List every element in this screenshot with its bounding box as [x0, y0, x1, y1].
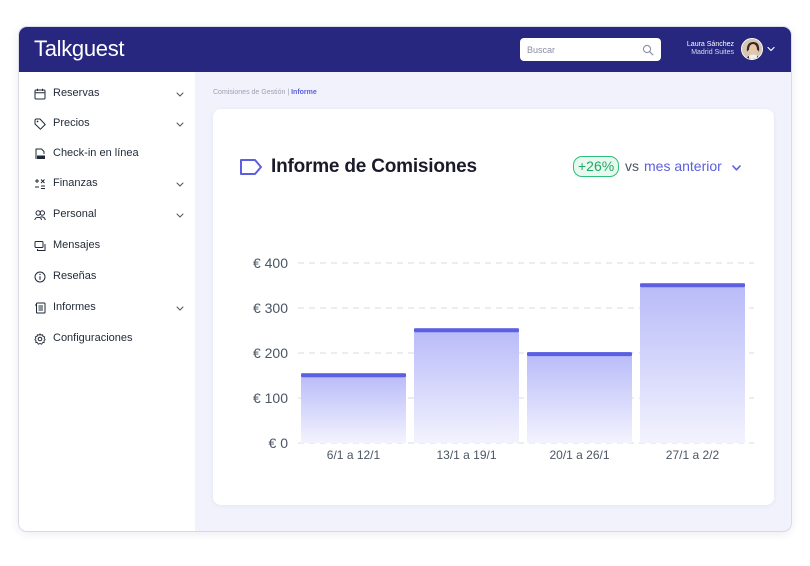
search-icon[interactable] [642, 44, 654, 56]
sidebar-item-label: Personal [53, 208, 97, 220]
sidebar-item-precios[interactable]: Precios [19, 113, 195, 135]
sidebar-item-resenas[interactable]: Reseñas [19, 266, 195, 288]
sidebar-item-personal[interactable]: Personal [19, 204, 195, 226]
vs-label: vs [625, 158, 639, 174]
sidebar-item-label: Check-in en línea [53, 147, 139, 159]
avatar[interactable] [741, 38, 763, 60]
breadcrumb-separator: | [285, 89, 292, 96]
sidebar-item-configuraciones[interactable]: Configuraciones [19, 328, 195, 350]
x-tick-label: 6/1 a 12/1 [327, 448, 381, 462]
sidebar-item-reservas[interactable]: Reservas [19, 83, 195, 105]
sidebar-item-label: Reservas [53, 87, 100, 99]
gear-icon [34, 333, 46, 345]
breadcrumb-current: Informe [291, 89, 317, 96]
chevron-down-icon [176, 213, 184, 218]
chevron-down-icon [176, 306, 184, 311]
sidebar-item-label: Mensajes [53, 239, 101, 251]
avatar-photo-icon [742, 39, 762, 59]
bar-top-cap [640, 283, 745, 288]
sidebar: Reservas Precios Check-in en línea [19, 72, 195, 531]
bar[interactable] [414, 328, 519, 443]
sidebar-item-informes[interactable]: Informes [19, 297, 195, 319]
brand-logo[interactable]: Talkguest [34, 36, 125, 61]
sidebar-item-label: Configuraciones [53, 332, 133, 344]
bar[interactable] [301, 373, 406, 443]
bar[interactable] [640, 283, 745, 443]
sidebar-item-finanzas[interactable]: Finanzas [19, 173, 195, 195]
delta-badge: +26% [573, 156, 620, 177]
report-icon [35, 302, 46, 314]
sidebar-item-label: Finanzas [53, 177, 98, 189]
tag-icon [34, 118, 46, 130]
top-bar: Talkguest Laura Sánchez Madrid Suites [19, 27, 791, 72]
report-card: Informe de Comisiones +26% vs mes anteri… [213, 109, 774, 505]
y-tick-label: € 0 [269, 435, 289, 451]
sidebar-item-label: Reseñas [53, 270, 97, 282]
chevron-down-icon [176, 92, 184, 97]
x-tick-label: 20/1 a 26/1 [549, 448, 609, 462]
bar-top-cap [301, 373, 406, 378]
sidebar-item-mensajes[interactable]: Mensajes [19, 235, 195, 257]
x-tick-label: 27/1 a 2/2 [666, 448, 720, 462]
app-window: Talkguest Laura Sánchez Madrid Suites [19, 27, 791, 531]
chat-icon [34, 241, 46, 251]
x-tick-label: 13/1 a 19/1 [436, 448, 496, 462]
user-name: Laura Sánchez [686, 41, 734, 48]
main-content: Comisiones de Gestión | Informe Informe … [195, 72, 791, 531]
chevron-down-icon[interactable] [732, 165, 741, 171]
period-select[interactable]: mes anterior [644, 158, 722, 174]
report-title: Informe de Comisiones [271, 156, 477, 177]
user-info[interactable]: Laura Sánchez Madrid Suites [687, 41, 734, 57]
chevron-down-icon[interactable] [767, 46, 775, 52]
y-tick-label: € 100 [253, 390, 288, 406]
breadcrumb-parent[interactable]: Comisiones de Gestión [213, 89, 286, 96]
checkin-document-icon [35, 148, 45, 159]
search-input[interactable] [520, 38, 661, 61]
people-icon [34, 210, 46, 221]
bar[interactable] [527, 352, 632, 443]
label-tag-icon [240, 159, 262, 175]
calculator-icon [35, 179, 45, 189]
breadcrumb: Comisiones de Gestión | Informe [213, 89, 317, 96]
bar-top-cap [527, 352, 632, 357]
commissions-bar-chart: € 0 € 100 € 200 € 300 € 400 6/1 a 12/1 13/1 a … [253, 255, 754, 462]
chevron-down-icon [176, 182, 184, 187]
sidebar-item-checkin[interactable]: Check-in en línea [19, 143, 195, 165]
y-tick-label: € 200 [253, 345, 288, 361]
bar-top-cap [414, 328, 519, 333]
user-hotel: Madrid Suites [691, 49, 734, 56]
y-tick-label: € 400 [253, 255, 288, 271]
sidebar-item-label: Informes [53, 301, 96, 313]
sidebar-item-label: Precios [53, 117, 90, 129]
calendar-icon [34, 88, 46, 100]
y-tick-label: € 300 [253, 300, 288, 316]
chevron-down-icon [176, 122, 184, 127]
info-circle-icon [34, 271, 46, 283]
